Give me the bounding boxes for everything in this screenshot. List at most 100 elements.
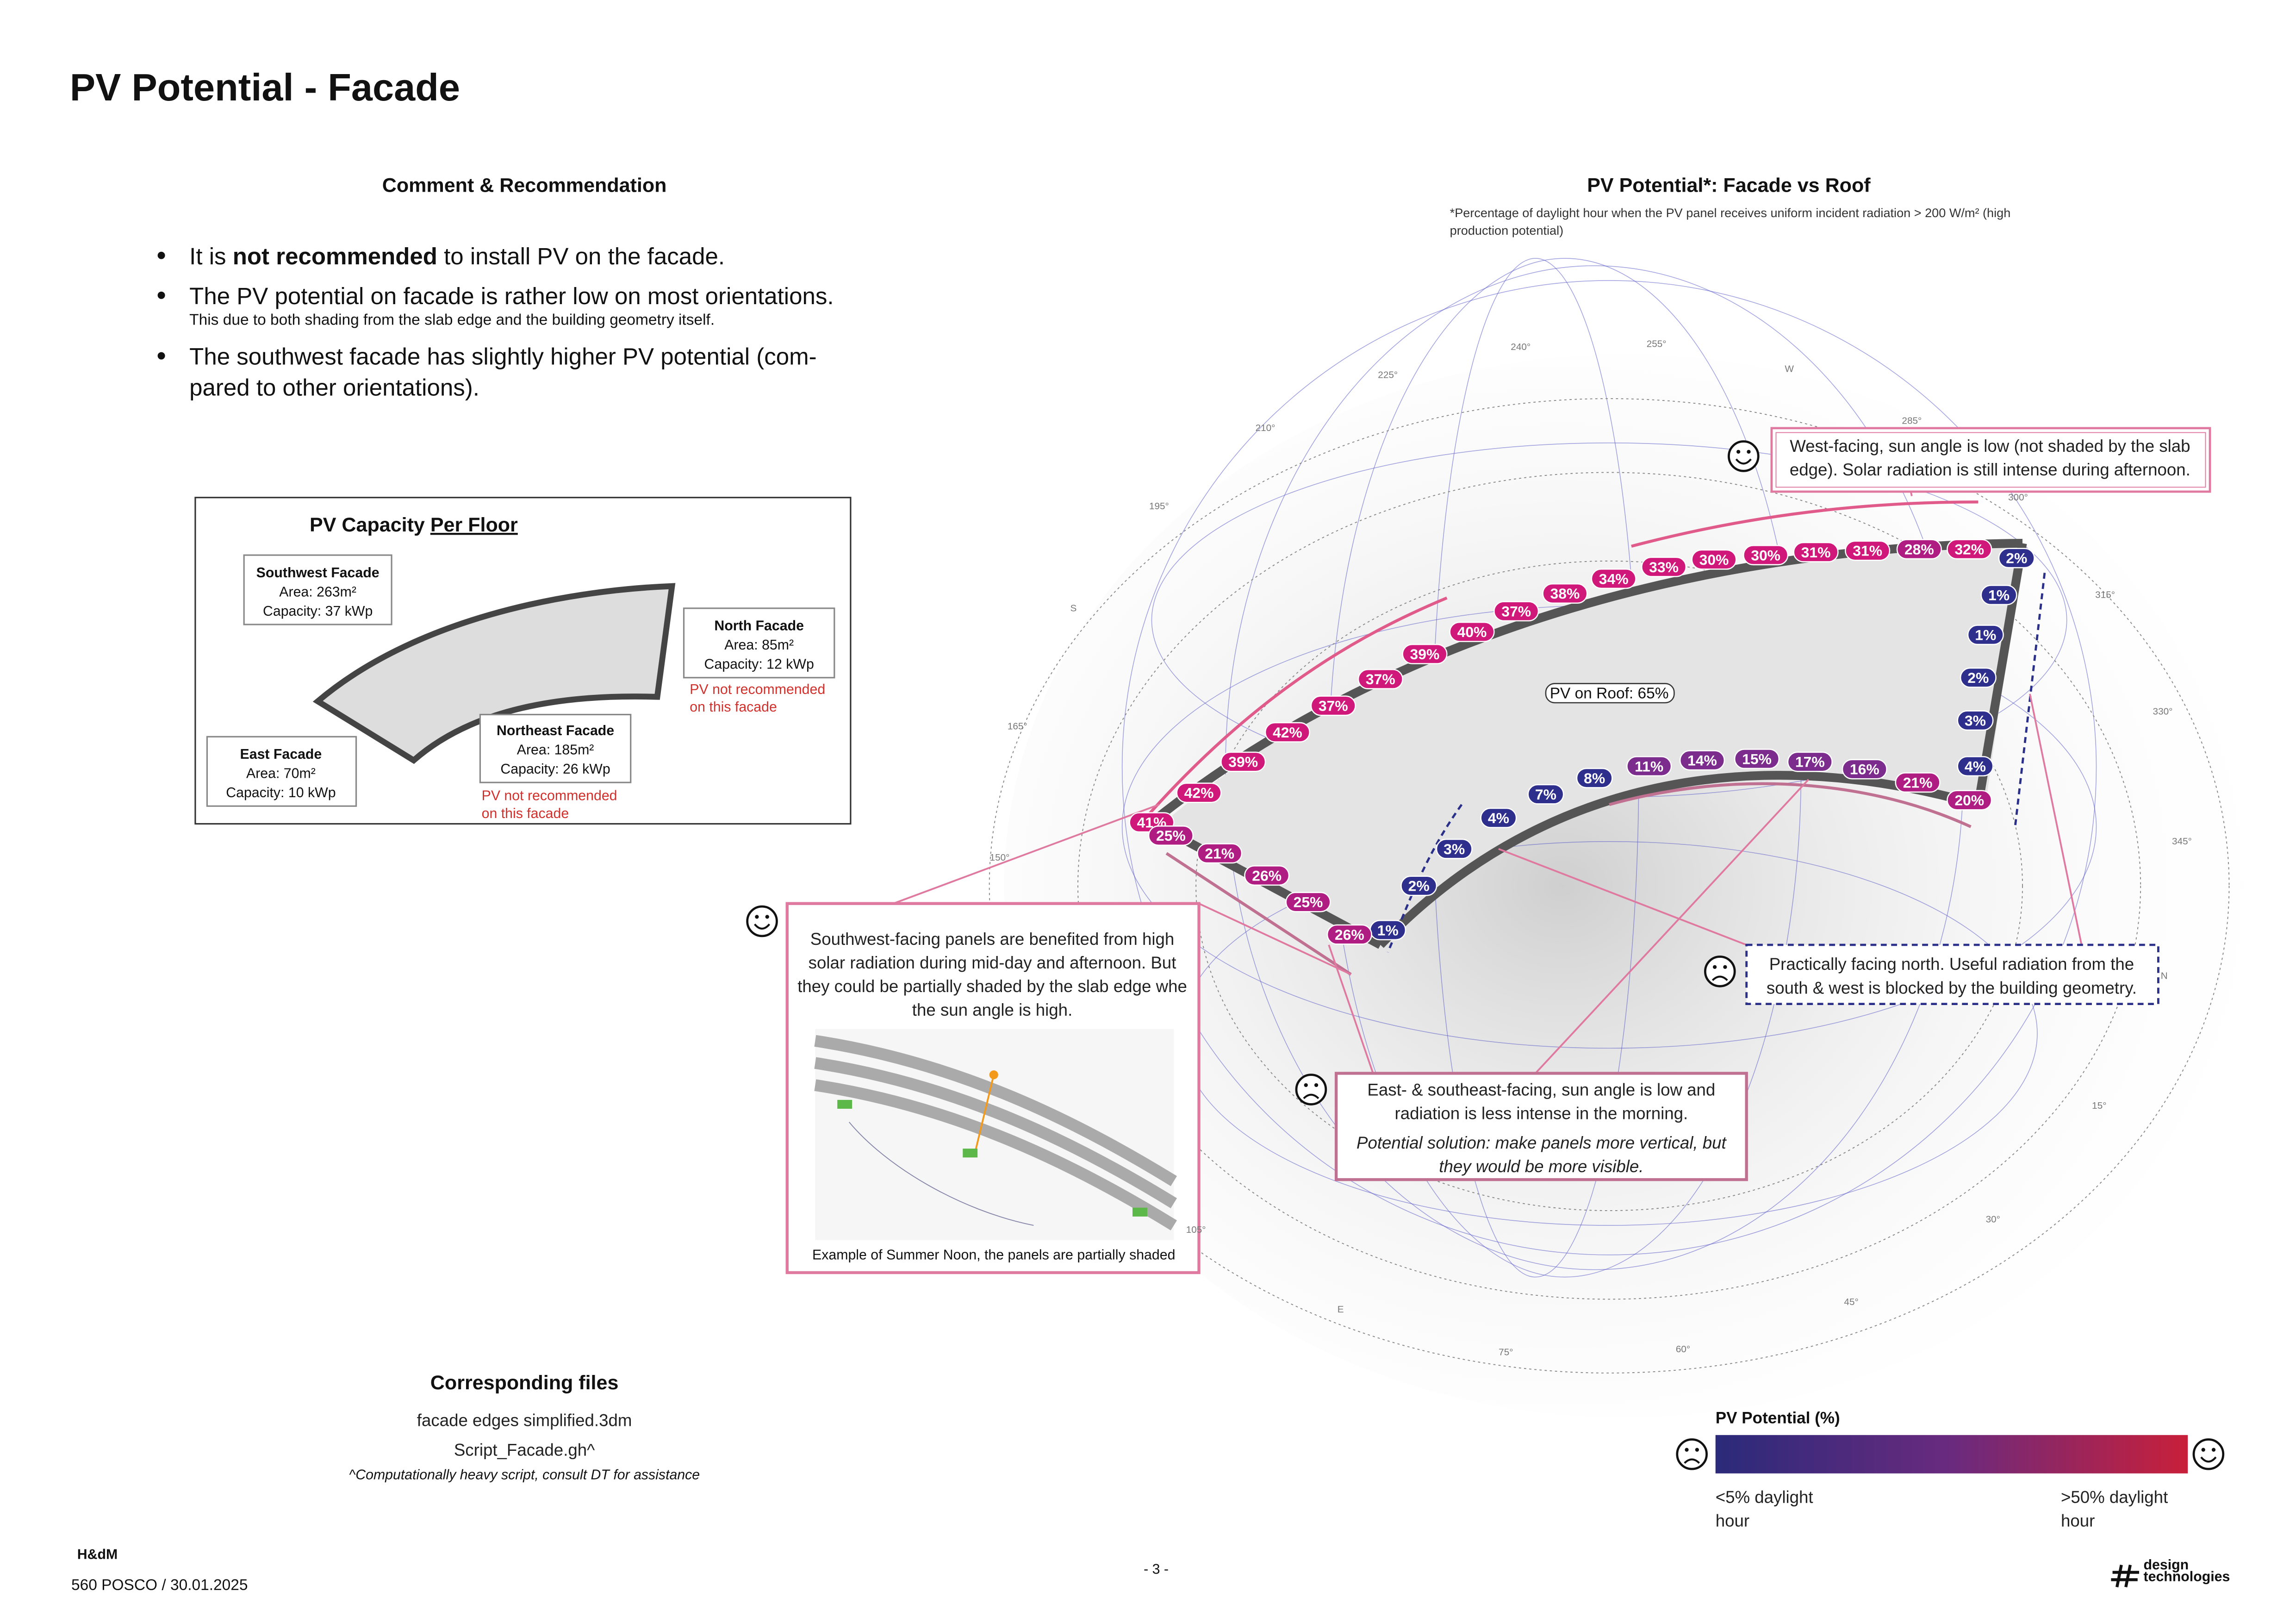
mouth bbox=[1735, 458, 1752, 465]
file-name: Script_Facade.gh^ bbox=[454, 1440, 595, 1459]
pv-label-pill bbox=[1957, 710, 1994, 731]
pv-label-pill bbox=[1641, 556, 1687, 577]
compass-label: 225° bbox=[1378, 369, 1398, 380]
pv-label-pill bbox=[1743, 545, 1789, 566]
pv-label: 39% bbox=[1410, 646, 1440, 662]
happy-face bbox=[2192, 1438, 2225, 1470]
mouth bbox=[1711, 975, 1728, 981]
face bbox=[1728, 440, 1760, 472]
pv-label: 1% bbox=[1988, 587, 2010, 603]
face bbox=[746, 905, 778, 937]
pv-label-pill bbox=[1998, 548, 2035, 568]
facade-capacity: Capacity: 12 kWp bbox=[704, 657, 814, 672]
title-underlined: Per Floor bbox=[430, 514, 518, 536]
compass-label: W bbox=[1785, 364, 1794, 375]
mouth bbox=[1303, 1093, 1319, 1099]
compass-label: 285° bbox=[1902, 415, 1922, 426]
facade-warning: on this facade bbox=[690, 700, 777, 715]
roof bbox=[1159, 543, 2023, 945]
pv-label: 15% bbox=[1742, 750, 1772, 767]
facade-name: North Facade bbox=[714, 618, 804, 634]
compass-label: S bbox=[1070, 603, 1077, 613]
facade-warning: PV not recommended bbox=[482, 788, 617, 803]
eye bbox=[1685, 1448, 1689, 1452]
eye bbox=[765, 915, 769, 919]
compass-label: 30° bbox=[1986, 1214, 2000, 1225]
compass-label: 300° bbox=[2008, 492, 2028, 503]
legend-low: <5% daylight bbox=[1716, 1487, 1813, 1506]
pv-label-pill bbox=[1285, 892, 1331, 912]
pv-label-pill bbox=[1400, 875, 1437, 896]
diagram-title: PV Potential*: Facade vs Roof bbox=[1587, 175, 1871, 197]
pv-label: 1% bbox=[1377, 922, 1399, 938]
pv-label: 1% bbox=[1975, 626, 1996, 643]
facade-area: Area: 185m² bbox=[517, 743, 594, 758]
pv-label: 2% bbox=[1408, 878, 1430, 894]
pv-label: 34% bbox=[1599, 570, 1629, 587]
legend-high: >50% daylight bbox=[2061, 1487, 2168, 1506]
eye bbox=[1695, 1448, 1699, 1452]
bullet-dots bbox=[157, 251, 165, 360]
callout-text: East- & southeast-facing, sun angle is l… bbox=[1367, 1080, 1715, 1099]
page-title: PV Potential - Facade bbox=[70, 66, 460, 109]
callout-text: Practically facing north. Useful radiati… bbox=[1769, 955, 2134, 974]
legend-low: hour bbox=[1716, 1512, 1749, 1530]
pv-label: 26% bbox=[1252, 867, 1282, 884]
pv-label: 3% bbox=[1965, 712, 1986, 729]
pv-label: 21% bbox=[1205, 845, 1234, 862]
pv-label: 14% bbox=[1687, 752, 1717, 769]
pv-label-pill bbox=[1493, 601, 1539, 622]
face bbox=[1295, 1074, 1327, 1106]
callout-solution: they would be more visible. bbox=[1439, 1157, 1643, 1176]
facade-warning: on this facade bbox=[482, 806, 569, 821]
pv-label: 3% bbox=[1444, 841, 1465, 857]
company: H&dM bbox=[77, 1547, 118, 1562]
pv-label-pill bbox=[1527, 784, 1564, 805]
compass-label: 330° bbox=[2153, 706, 2173, 717]
title-part: PV Capacity bbox=[310, 514, 430, 536]
pv-label: 37% bbox=[1366, 671, 1395, 687]
pv-label: 39% bbox=[1228, 754, 1258, 770]
facade-capacity: Capacity: 37 kWp bbox=[263, 604, 373, 619]
pv-label: 31% bbox=[1801, 544, 1831, 561]
pv-label-pill bbox=[1787, 751, 1833, 772]
compass-label: 75° bbox=[1499, 1347, 1513, 1358]
compass-label: 105° bbox=[1186, 1224, 1206, 1235]
legend-gradient bbox=[1715, 1435, 2188, 1474]
pv-label-pill bbox=[1591, 568, 1636, 589]
logo-text: design bbox=[2144, 1557, 2189, 1573]
pv-label-pill bbox=[1264, 722, 1310, 743]
callout-north bbox=[1745, 943, 2159, 1005]
pv-label-pill bbox=[1957, 756, 1994, 777]
pv-label-pill bbox=[1896, 539, 1942, 560]
pv-label-pill bbox=[1679, 750, 1725, 771]
facade-capacity: Capacity: 26 kWp bbox=[500, 762, 610, 777]
roof-label-box bbox=[1545, 683, 1675, 704]
sad-face bbox=[1704, 956, 1736, 987]
facade-box bbox=[479, 713, 632, 783]
eye bbox=[1747, 450, 1751, 454]
pv-label-pill bbox=[1734, 749, 1780, 769]
mouth bbox=[2200, 1456, 2217, 1463]
pv-label: 38% bbox=[1550, 585, 1580, 602]
pv-label: 8% bbox=[1584, 770, 1605, 787]
eye bbox=[1712, 965, 1717, 969]
pv-label-pill bbox=[1691, 549, 1737, 570]
eye bbox=[1723, 965, 1727, 969]
pv-label-pill bbox=[1967, 625, 2004, 645]
pv-label: 4% bbox=[1488, 810, 1509, 826]
summer-noon-image bbox=[814, 1029, 1177, 1240]
eye bbox=[1304, 1083, 1308, 1087]
bullet: pared to other orientations). bbox=[189, 375, 479, 401]
pv-label-pill bbox=[1436, 838, 1473, 859]
compass-label: 255° bbox=[1647, 338, 1667, 349]
happy-face bbox=[746, 905, 778, 937]
logo-mark bbox=[2111, 1564, 2139, 1587]
roof-label: PV on Roof: 65% bbox=[1550, 685, 1669, 702]
pv-label: 28% bbox=[1904, 541, 1934, 558]
pv-label: 2% bbox=[2006, 550, 2027, 567]
sad-face bbox=[1676, 1438, 1708, 1470]
bullet-bold: not recommended bbox=[233, 243, 437, 269]
pv-label-pill bbox=[1480, 807, 1517, 828]
facade-area: Area: 85m² bbox=[724, 637, 794, 653]
